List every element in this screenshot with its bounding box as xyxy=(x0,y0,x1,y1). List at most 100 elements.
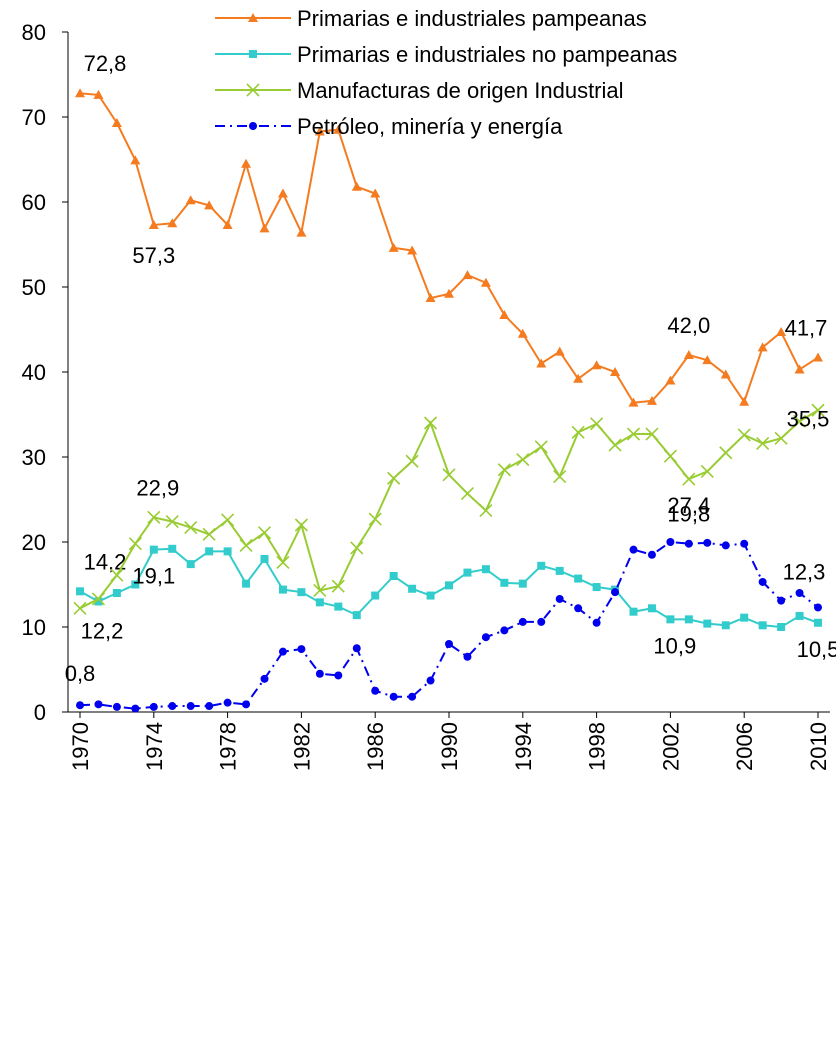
marker xyxy=(555,566,564,575)
marker xyxy=(333,124,344,134)
x-tick-label: 1974 xyxy=(142,722,167,771)
marker xyxy=(75,88,85,98)
marker xyxy=(257,526,272,540)
marker xyxy=(389,572,398,580)
data-label: 12,2 xyxy=(81,618,124,643)
marker xyxy=(276,555,290,569)
marker xyxy=(76,701,84,710)
y-tick-label: 0 xyxy=(34,700,46,725)
marker xyxy=(500,626,509,635)
marker xyxy=(813,352,823,362)
marker xyxy=(591,360,602,370)
marker xyxy=(408,692,417,701)
marker xyxy=(665,375,676,385)
marker xyxy=(221,513,235,527)
marker xyxy=(294,518,308,532)
marker xyxy=(94,700,103,709)
marker xyxy=(352,611,361,620)
marker xyxy=(536,358,547,368)
marker xyxy=(186,702,195,711)
marker xyxy=(517,328,528,338)
marker xyxy=(205,702,214,711)
marker xyxy=(555,594,564,603)
marker xyxy=(242,700,251,709)
marker xyxy=(682,472,696,486)
marker xyxy=(131,580,140,589)
marker xyxy=(646,395,657,405)
marker xyxy=(407,245,418,255)
marker xyxy=(351,181,362,191)
data-label: 12,3 xyxy=(783,559,826,584)
x-tick-label: 1978 xyxy=(216,722,241,771)
marker xyxy=(165,515,179,529)
marker xyxy=(814,618,822,627)
marker xyxy=(425,293,436,303)
marker xyxy=(518,579,527,588)
marker xyxy=(297,588,306,597)
marker xyxy=(463,568,472,577)
x-tick-label: 1970 xyxy=(68,722,93,771)
data-label: 42,0 xyxy=(667,313,710,338)
marker xyxy=(423,416,438,430)
marker xyxy=(149,702,158,711)
marker xyxy=(610,367,621,376)
x-tick-label: 1986 xyxy=(363,722,388,771)
marker xyxy=(592,618,601,627)
marker xyxy=(259,223,270,233)
marker xyxy=(387,471,401,485)
marker xyxy=(223,547,232,556)
marker xyxy=(756,436,770,450)
data-label: 41,7 xyxy=(785,316,828,341)
legend-marker xyxy=(249,50,257,58)
marker xyxy=(776,327,787,337)
marker xyxy=(350,541,364,555)
marker xyxy=(445,581,453,590)
marker xyxy=(408,584,417,593)
marker xyxy=(721,541,730,550)
marker xyxy=(702,355,713,365)
data-label: 0,8 xyxy=(65,661,96,686)
marker xyxy=(463,652,472,661)
marker xyxy=(462,270,473,280)
marker xyxy=(331,579,345,593)
marker xyxy=(93,89,104,99)
marker xyxy=(794,364,805,374)
y-tick-label: 30 xyxy=(22,445,46,470)
marker xyxy=(278,647,287,656)
marker xyxy=(242,579,251,588)
marker xyxy=(534,440,548,454)
marker xyxy=(647,550,656,559)
marker xyxy=(626,427,641,441)
marker xyxy=(537,561,546,570)
marker xyxy=(684,539,693,548)
marker xyxy=(663,449,677,463)
marker xyxy=(684,615,693,624)
marker xyxy=(737,428,751,442)
legend-label: Manufacturas de origen Industrial xyxy=(297,78,624,103)
marker xyxy=(405,454,419,468)
legend-marker xyxy=(248,13,258,22)
marker xyxy=(352,644,361,653)
marker xyxy=(479,503,493,518)
marker xyxy=(666,538,675,546)
marker xyxy=(148,219,159,229)
data-label: 22,9 xyxy=(136,475,179,500)
marker xyxy=(777,623,786,631)
marker xyxy=(500,578,509,587)
marker xyxy=(740,613,749,622)
y-tick-label: 80 xyxy=(22,20,46,45)
data-label: 19,8 xyxy=(667,502,710,527)
marker xyxy=(241,158,252,168)
marker xyxy=(147,510,161,524)
marker xyxy=(239,538,253,552)
marker xyxy=(94,597,103,606)
marker xyxy=(647,604,656,613)
marker xyxy=(128,537,142,551)
marker xyxy=(795,589,804,597)
data-label: 10,5 xyxy=(797,637,836,662)
data-label: 19,1 xyxy=(132,564,175,589)
data-label: 27,4 xyxy=(667,493,710,518)
marker xyxy=(480,277,491,287)
marker xyxy=(481,633,490,642)
y-tick-label: 10 xyxy=(22,615,46,640)
